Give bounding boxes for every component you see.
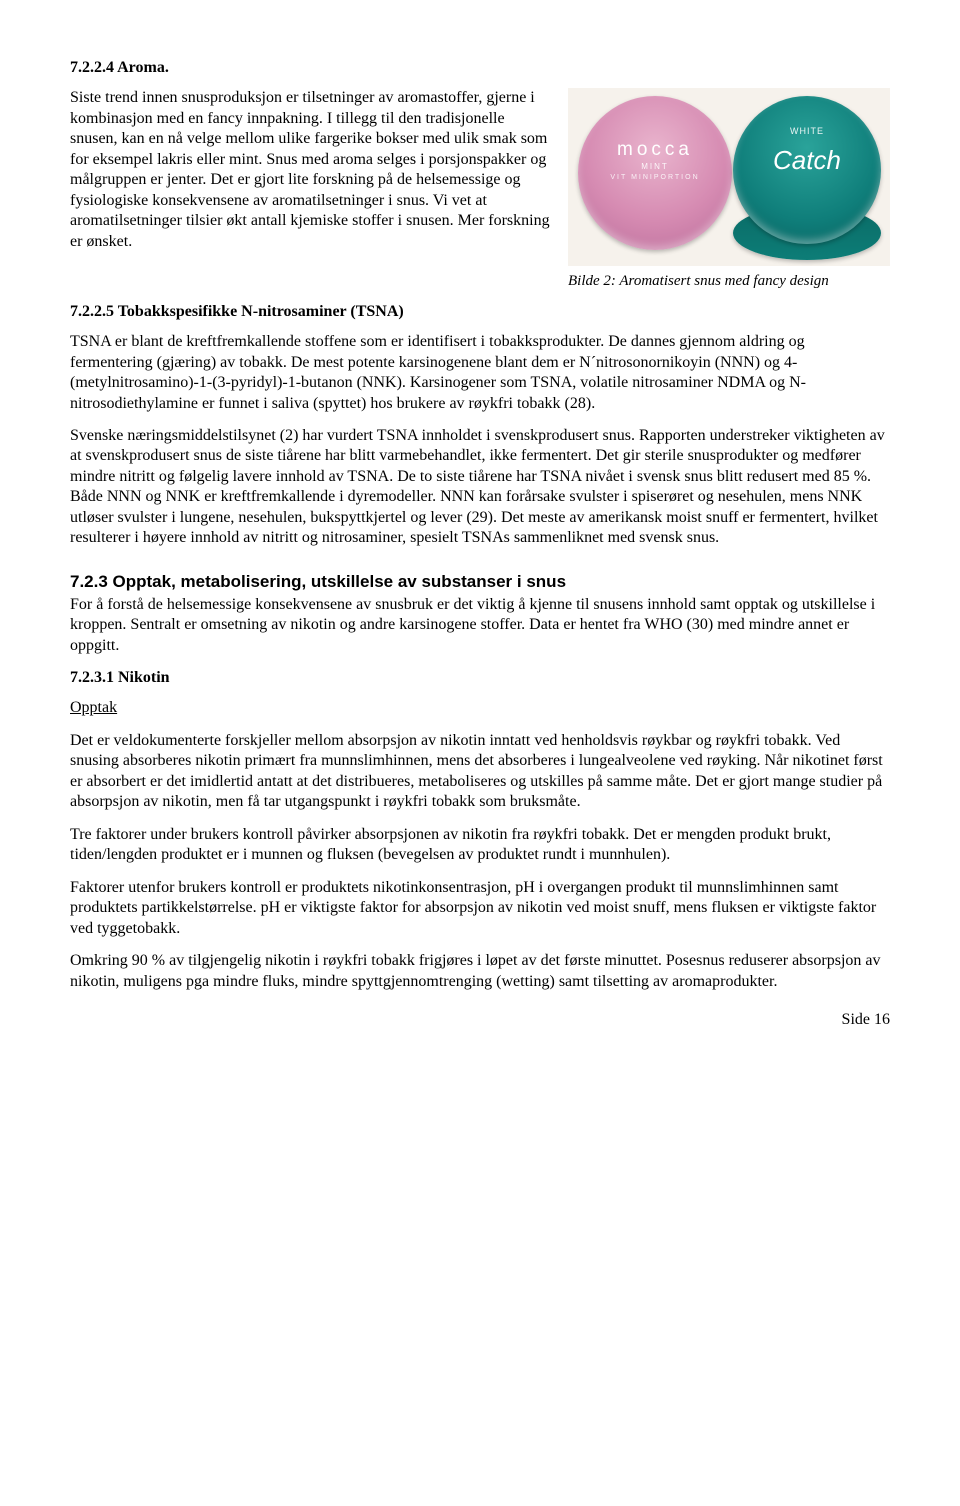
paragraph-nikotin-2: Tre faktorer under brukers kontroll påvi… [70,825,890,866]
tin-label-mocca: mocca [578,138,732,162]
figure-block: mocca MINT VIT MINIPORTION Catch WHITE C… [568,88,890,291]
subheading-opptak: Opptak [70,698,890,718]
heading-7224-aroma: 7.2.2.4 Aroma. [70,58,890,78]
snus-tin-catch: WHITE Catch [733,96,881,244]
heading-723-opptak: 7.2.3 Opptak, metabolisering, utskillels… [70,571,890,593]
snus-tin-mocca: mocca MINT VIT MINIPORTION [578,96,732,250]
paragraph-nikotin-4: Omkring 90 % av tilgjengelig nikotin i r… [70,951,890,992]
figure-caption: Bilde 2: Aromatisert snus med fancy desi… [568,272,890,291]
tin-label-mocca-sub2: VIT MINIPORTION [578,174,732,183]
paragraph-nikotin-3: Faktorer utenfor brukers kontroll er pro… [70,878,890,939]
heading-7231-nikotin: 7.2.3.1 Nikotin [70,668,890,688]
tin-label-catch-white: WHITE [733,126,881,138]
heading-7225-tsna: 7.2.2.5 Tobakkspesifikke N-nitrosaminer … [70,302,890,322]
paragraph-nikotin-1: Det er veldokumenterte forskjeller mello… [70,731,890,813]
tin-label-catch: Catch [733,144,881,177]
page-footer: Side 16 [70,1010,890,1030]
tin-label-mocca-sub1: MINT [578,162,732,172]
paragraph-tsna-2: Svenske næringsmiddelstilsynet (2) har v… [70,426,890,549]
paragraph-tsna-1: TSNA er blant de kreftfremkallende stoff… [70,332,890,414]
paragraph-opptak-intro: For å forstå de helsemessige konsekvense… [70,595,890,656]
product-image: mocca MINT VIT MINIPORTION Catch WHITE C… [568,88,890,266]
